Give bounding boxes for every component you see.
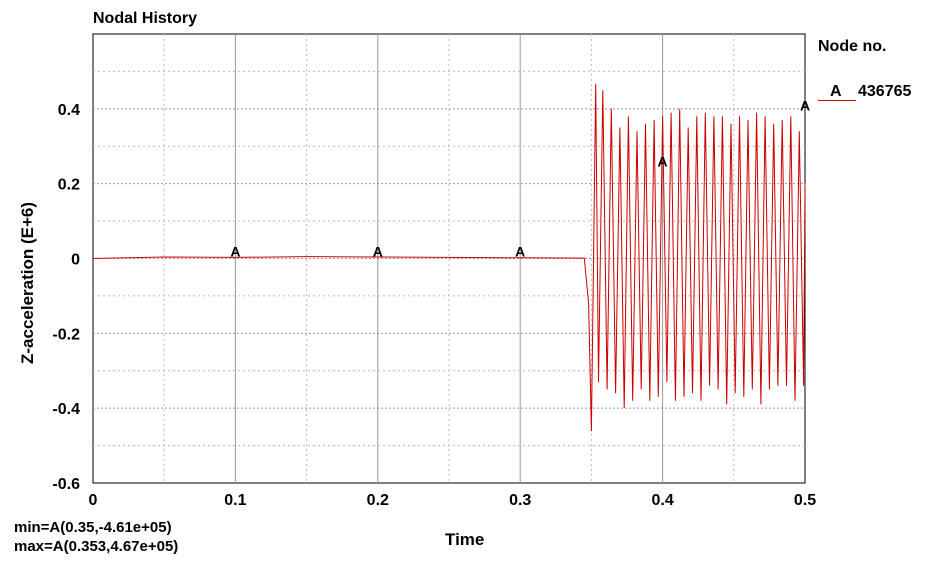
- series-marker-label: A: [800, 98, 810, 114]
- x-tick-label: 0: [89, 492, 98, 509]
- x-tick-label: 0.3: [509, 492, 531, 509]
- x-axis-label: Time: [445, 530, 485, 549]
- legend-line-swatch: [818, 100, 856, 101]
- series-marker-label: A: [658, 154, 668, 170]
- x-tick-label: 0.4: [651, 492, 673, 509]
- x-tick-label: 0.2: [367, 492, 389, 509]
- y-tick-label: -0.4: [52, 401, 80, 418]
- max-value-text: max=A(0.353,4.67e+05): [14, 538, 179, 555]
- series-marker-label: A: [230, 244, 240, 260]
- y-tick-label: 0: [71, 252, 80, 269]
- series-line-436765: [92, 83, 806, 432]
- series-marker-label: A: [373, 244, 383, 260]
- y-tick-label: 0.4: [58, 102, 80, 119]
- y-axis-label: Z-acceleration (E+6): [18, 201, 37, 365]
- x-tick-label: 0.5: [794, 492, 816, 509]
- legend-marker-label: A: [830, 83, 842, 100]
- series-marker-label: A: [515, 244, 525, 260]
- legend-node-label: 436765: [858, 83, 912, 100]
- min-value-text: min=A(0.35,-4.61e+05): [14, 519, 172, 536]
- y-tick-label: 0.2: [58, 177, 80, 194]
- x-tick-label: 0.1: [224, 492, 246, 509]
- y-tick-label: -0.2: [52, 326, 80, 343]
- legend-title: Node no.: [818, 38, 887, 55]
- y-tick-label: -0.6: [52, 476, 80, 493]
- chart-title: Nodal History: [93, 10, 198, 27]
